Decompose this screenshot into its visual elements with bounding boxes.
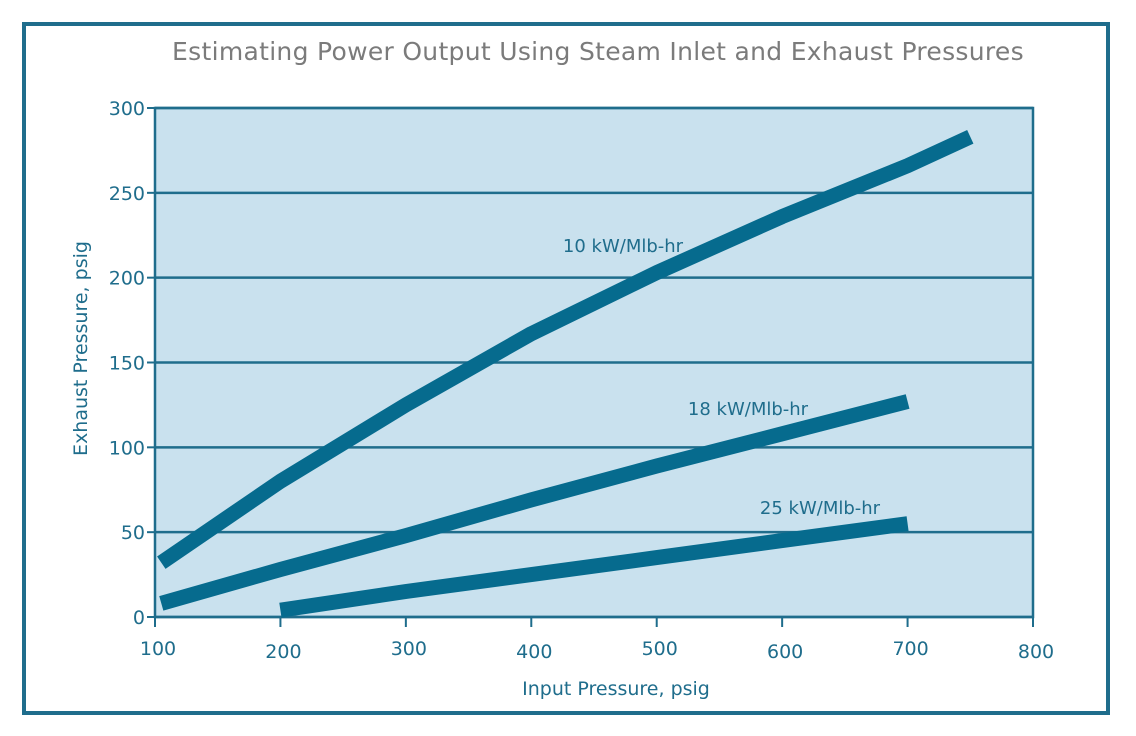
x-tick-label: 300 <box>391 638 427 660</box>
x-axis-label: Input Pressure, psig <box>522 678 710 700</box>
x-tick-label: 100 <box>140 638 176 660</box>
x-tick-label: 800 <box>1018 641 1054 663</box>
y-tick-label: 200 <box>109 268 145 290</box>
y-tick-label: 100 <box>109 437 145 459</box>
tick-labels: 0 50 100 150 200 250 300 100 200 300 400 500 600 700 8… <box>109 98 1054 663</box>
y-tick-label: 0 <box>133 607 145 629</box>
series-line <box>157 129 974 569</box>
x-tick-label: 200 <box>265 641 301 663</box>
series-line <box>279 516 909 618</box>
x-tick-label: 400 <box>516 641 552 663</box>
y-axis-label: Exhaust Pressure, psig <box>70 241 92 456</box>
y-tick-label: 50 <box>121 522 145 544</box>
y-tick-label: 300 <box>109 98 145 120</box>
x-tick-label: 500 <box>642 638 678 660</box>
series-label: 25 kW/Mlb-hr <box>760 498 881 519</box>
series-lines: 10 kW/Mlb-hr 18 kW/Mlb-hr 25 kW/Mlb-hr <box>157 129 974 618</box>
series-label: 10 kW/Mlb-hr <box>563 236 684 257</box>
x-tick-label: 600 <box>767 641 803 663</box>
y-tick-label: 250 <box>109 183 145 205</box>
series-line <box>159 394 910 611</box>
y-tick-label: 150 <box>109 353 145 375</box>
x-tick-label: 700 <box>892 638 928 660</box>
series-label: 18 kW/Mlb-hr <box>688 399 809 420</box>
chart-title: Estimating Power Output Using Steam Inle… <box>172 37 1024 66</box>
